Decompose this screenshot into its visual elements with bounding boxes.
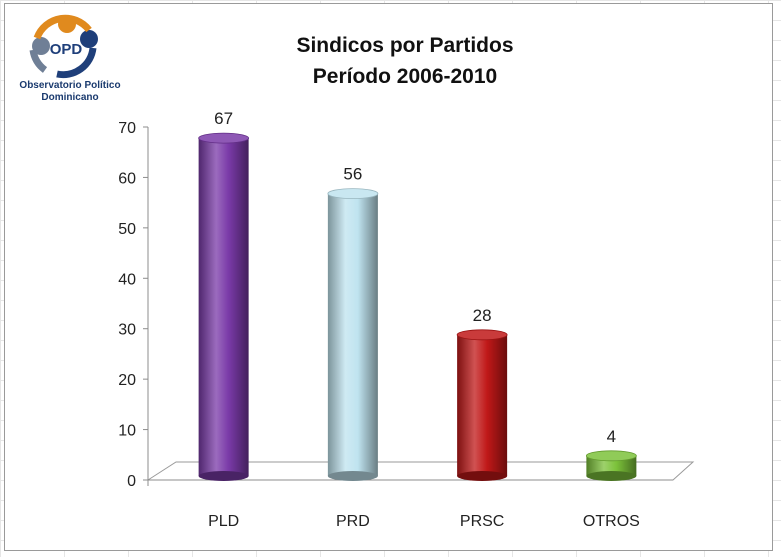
bar-base-pld — [198, 471, 249, 481]
x-tick-label-pld: PLD — [208, 513, 239, 530]
x-tick-label-prd: PRD — [336, 513, 370, 530]
logo-text-line2: Dominicano — [41, 92, 99, 103]
bar-chart: 0 10 20 30 40 50 60 70 67 PLD 56 PRD 28 PRSC 4 OTROS — [118, 109, 695, 530]
chart-card: OPD Observatorio Político Dominicano Sin… — [4, 3, 773, 551]
logo-mark: OPD — [50, 41, 83, 58]
y-tick-label: 20 — [118, 372, 136, 389]
y-tick-label: 70 — [118, 120, 136, 137]
data-label-prd: 56 — [343, 165, 362, 184]
y-tick-label: 10 — [118, 423, 136, 440]
bar-top-otros — [585, 450, 637, 462]
logo-text-line1: Observatorio Político — [19, 80, 121, 91]
y-tick-label: 30 — [118, 322, 136, 339]
bar-pld — [198, 138, 249, 476]
bar-top-prd — [327, 188, 379, 200]
opd-logo-icon: OPD — [29, 14, 98, 79]
data-label-pld: 67 — [214, 109, 233, 128]
bar-base-prd — [327, 471, 378, 481]
bar-base-prsc — [457, 471, 508, 481]
bar-prd — [327, 193, 378, 476]
opd-logo: OPD Observatorio Político Dominicano — [15, 12, 125, 124]
y-tick-label: 60 — [118, 170, 136, 187]
bar-base-otros — [586, 471, 637, 481]
chart-title: Sindicos por Partidos — [296, 34, 514, 57]
bar-prsc — [457, 334, 508, 476]
y-tick-label: 40 — [118, 271, 136, 288]
x-tick-label-prsc: PRSC — [460, 513, 504, 530]
chart-subtitle: Período 2006-2010 — [312, 65, 498, 88]
bar-top-pld — [198, 132, 250, 144]
x-tick-label-otros: OTROS — [583, 513, 640, 530]
y-tick-label: 0 — [127, 473, 136, 490]
y-tick-label: 50 — [118, 221, 136, 238]
data-label-otros: 4 — [607, 427, 616, 446]
data-label-prsc: 28 — [473, 306, 492, 325]
bar-top-prsc — [456, 329, 508, 341]
chart-title-block: Sindicos por Partidos Período 2006-2010 — [205, 30, 605, 92]
bar-otros — [586, 455, 637, 476]
